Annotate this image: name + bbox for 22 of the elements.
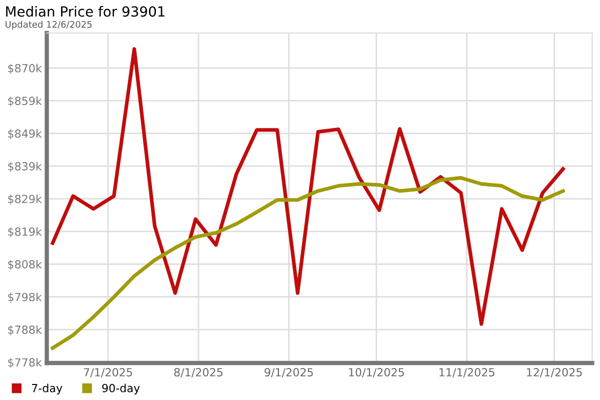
y-tick-label: $788k	[8, 325, 42, 336]
x-tick-label: 7/1/2025	[84, 368, 132, 378]
x-tick-label: 10/1/2025	[349, 368, 404, 378]
chart-title: Median Price for 93901	[6, 6, 164, 17]
x-tick-label: 9/1/2025	[264, 368, 313, 378]
y-tick-label: $798k	[8, 292, 42, 303]
y-tick-label: $778k	[8, 358, 42, 368]
chart-subtitle: Updated 12/6/2025	[6, 20, 92, 30]
y-tick-label: $870k	[8, 64, 42, 74]
legend-label: 90-day	[102, 384, 140, 394]
y-tick-label: $819k	[8, 227, 42, 238]
x-tick-label: 12/1/2025	[527, 368, 582, 378]
y-tick-label: $859k	[8, 96, 42, 107]
y-tick-label: $849k	[8, 129, 42, 140]
y-tick-label: $808k	[8, 260, 42, 270]
x-tick-label: 11/1/2025	[440, 368, 494, 378]
line-series	[50, 47, 565, 326]
legend-label: 7-day	[32, 384, 62, 394]
x-tick-label: 8/1/2025	[174, 368, 222, 378]
line-series	[50, 176, 565, 350]
y-tick-label: $829k	[8, 194, 42, 205]
y-tick-label: $839k	[8, 162, 42, 172]
